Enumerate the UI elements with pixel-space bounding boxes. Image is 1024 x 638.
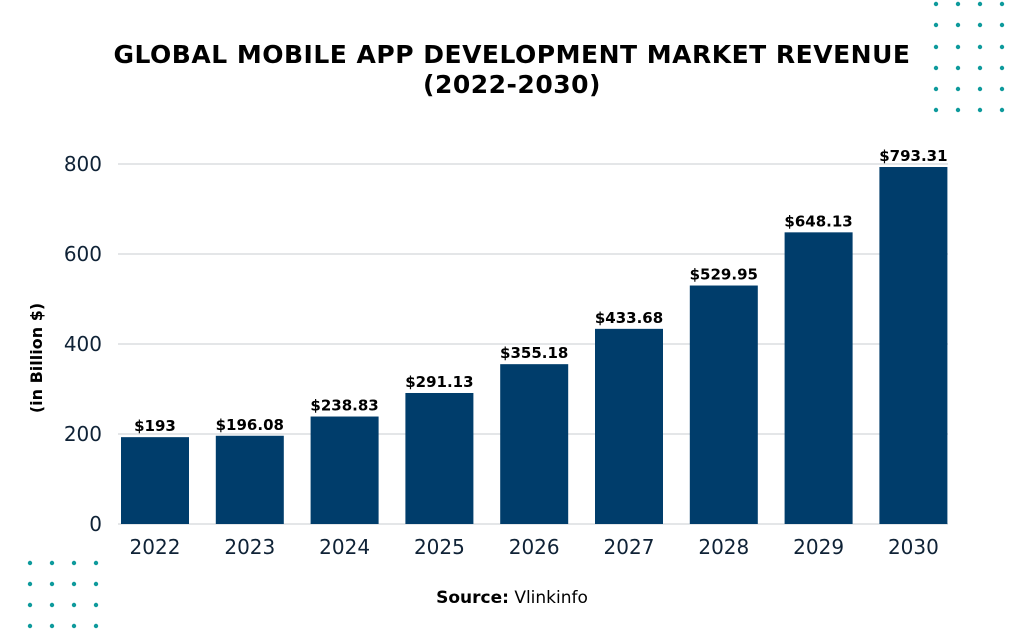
data-label: $433.68 — [595, 309, 663, 327]
x-tick-label: 2029 — [793, 535, 844, 559]
x-tick-label: 2030 — [888, 535, 939, 559]
decor-dot — [999, 107, 1005, 113]
x-tick-label: 2026 — [509, 535, 560, 559]
decor-dot — [49, 581, 55, 587]
decor-dot — [955, 86, 961, 92]
y-tick-label: 200 — [64, 422, 102, 446]
x-tick-label: 2023 — [224, 535, 275, 559]
x-tick-label: 2025 — [414, 535, 465, 559]
decor-dot — [27, 602, 33, 608]
data-label: $355.18 — [500, 344, 568, 362]
data-label: $193 — [134, 417, 176, 435]
decor-dot — [955, 44, 961, 50]
y-tick-label: 0 — [89, 512, 102, 536]
y-axis-label: (in Billion $) — [27, 303, 46, 413]
decor-dot — [977, 22, 983, 28]
bar-2022 — [121, 437, 189, 524]
decor-dot — [933, 44, 939, 50]
bar-2027 — [595, 328, 663, 524]
decor-dot — [71, 581, 77, 587]
decor-dot — [955, 1, 961, 7]
decor-dot — [999, 44, 1005, 50]
decor-dot — [49, 560, 55, 566]
data-label: $291.13 — [405, 373, 473, 391]
bar-2029 — [784, 232, 853, 525]
decor-dot — [93, 602, 99, 608]
x-tick-label: 2028 — [698, 535, 749, 559]
bar-2023 — [215, 435, 284, 524]
data-label: $196.08 — [216, 416, 284, 434]
decor-dot — [933, 107, 939, 113]
decor-dot — [27, 581, 33, 587]
y-tick-label: 400 — [64, 332, 102, 356]
data-label: $529.95 — [690, 266, 758, 284]
decor-dot — [977, 107, 983, 113]
decor-dot — [977, 1, 983, 7]
decor-dot — [71, 560, 77, 566]
decor-dot — [999, 65, 1005, 71]
decor-dot — [955, 65, 961, 71]
decor-dot — [933, 22, 939, 28]
decor-dot — [977, 86, 983, 92]
x-tick-label: 2027 — [604, 535, 655, 559]
decor-dot — [27, 560, 33, 566]
decor-dot — [71, 623, 77, 629]
decor-dot — [955, 107, 961, 113]
decor-dot — [955, 22, 961, 28]
decor-dot — [977, 65, 983, 71]
data-label: $648.13 — [784, 212, 852, 230]
title-line-1: GLOBAL MOBILE APP DEVELOPMENT MARKET REV… — [113, 40, 911, 69]
y-tick-label: 600 — [64, 242, 102, 266]
decor-dot — [999, 1, 1005, 7]
x-tick-label: 2024 — [319, 535, 370, 559]
decor-dot — [49, 602, 55, 608]
bar-2028 — [689, 285, 758, 524]
data-label: $793.31 — [879, 147, 947, 165]
title-line-2: (2022-2030) — [423, 70, 601, 99]
decor-dot — [999, 86, 1005, 92]
decor-dot — [49, 623, 55, 629]
decor-dot — [999, 22, 1005, 28]
x-tick-label: 2022 — [130, 535, 181, 559]
decor-dot — [933, 86, 939, 92]
decor-dot — [27, 623, 33, 629]
decor-dot — [977, 44, 983, 50]
source-value: Vlinkinfo — [514, 588, 588, 608]
decor-dot — [93, 560, 99, 566]
bar-2025 — [405, 392, 474, 524]
bar-2026 — [500, 364, 569, 524]
bar-2024 — [310, 416, 379, 524]
source-label: Source: — [436, 588, 509, 608]
bar-2030 — [879, 167, 948, 524]
chart-title: GLOBAL MOBILE APP DEVELOPMENT MARKET REV… — [0, 40, 1024, 100]
decor-dot — [933, 65, 939, 71]
source-note: Source: Vlinkinfo — [0, 588, 1024, 608]
decor-dot — [93, 623, 99, 629]
y-tick-label: 800 — [64, 152, 102, 176]
decor-dot — [71, 602, 77, 608]
data-label: $238.83 — [310, 397, 378, 415]
decor-dot — [93, 581, 99, 587]
decor-dot — [933, 1, 939, 7]
